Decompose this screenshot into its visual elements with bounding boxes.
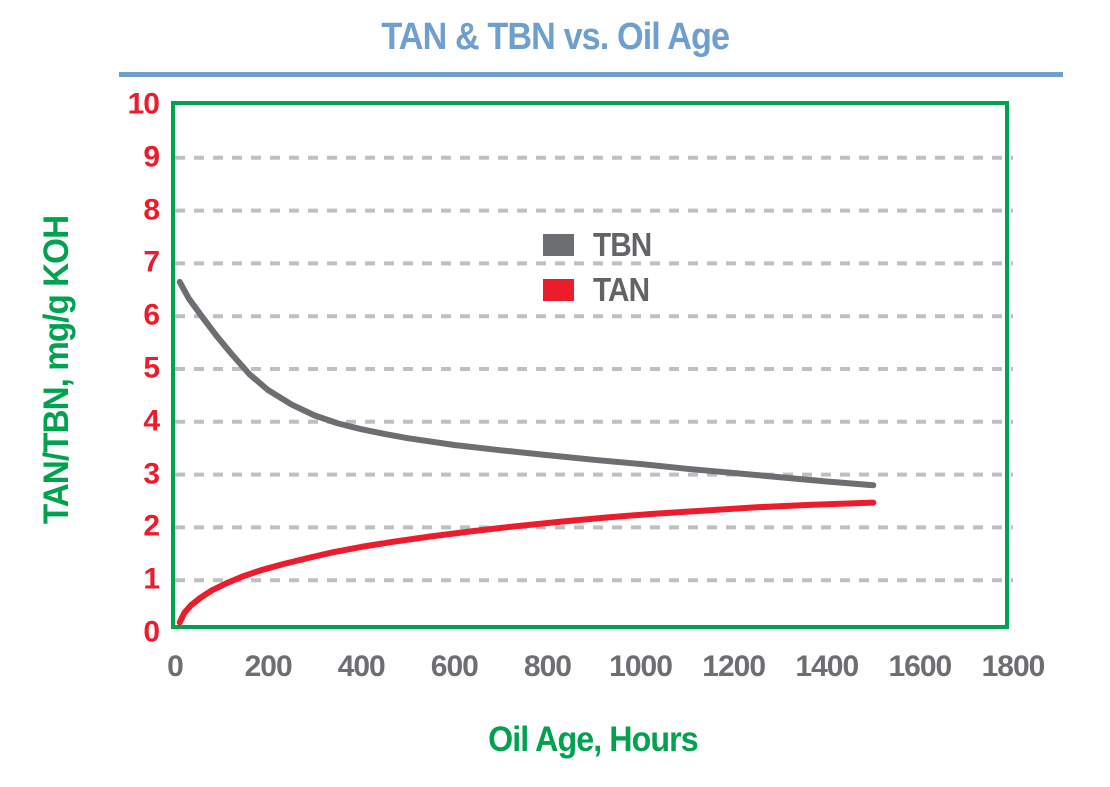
y-tick-label-2: 2 bbox=[143, 509, 160, 543]
y-tick-label-4: 4 bbox=[143, 404, 160, 438]
chart-title: TAN & TBN vs. Oil Age bbox=[0, 16, 1110, 59]
legend-label-tan: TAN bbox=[593, 271, 650, 308]
x-tick-label-200: 200 bbox=[244, 650, 293, 683]
y-tick-label-7: 7 bbox=[143, 245, 160, 279]
x-tick-label-1000: 1000 bbox=[609, 650, 673, 683]
y-tick-label-3: 3 bbox=[143, 456, 160, 490]
chart-title-text: TAN & TBN vs. Oil Age bbox=[381, 16, 730, 58]
legend-item-tan: TAN bbox=[543, 271, 658, 308]
legend-label-tbn: TBN bbox=[593, 226, 652, 263]
series-line-tbn bbox=[176, 278, 877, 489]
y-tick-label-6: 6 bbox=[143, 298, 160, 332]
plot-svg bbox=[175, 155, 1013, 626]
x-tick-label-1800: 1800 bbox=[981, 650, 1046, 683]
x-tick-label-400: 400 bbox=[337, 650, 386, 683]
x-tick-label-1400: 1400 bbox=[795, 650, 859, 683]
legend-item-tbn: TBN bbox=[543, 226, 658, 263]
x-tick-label-1600: 1600 bbox=[888, 650, 953, 683]
y-axis-title: TAN/TBN, mg/g KOH bbox=[37, 215, 76, 525]
y-tick-label-10: 10 bbox=[127, 87, 160, 121]
x-axis-title: Oil Age, Hours bbox=[0, 720, 1110, 760]
x-tick-label-0: 0 bbox=[167, 650, 184, 683]
x-tick-label-600: 600 bbox=[430, 650, 479, 683]
x-tick-label-1200: 1200 bbox=[702, 650, 766, 683]
legend-swatch-tbn bbox=[543, 233, 574, 256]
y-tick-label-9: 9 bbox=[143, 140, 160, 174]
y-tick-label-1: 1 bbox=[143, 562, 160, 596]
plot-area: TBN TAN bbox=[171, 101, 1013, 629]
title-underline-rule bbox=[119, 72, 1063, 77]
x-axis-title-text: Oil Age, Hours bbox=[488, 720, 698, 759]
y-tick-label-5: 5 bbox=[143, 351, 160, 385]
legend: TBN TAN bbox=[543, 226, 658, 319]
legend-swatch-tan bbox=[543, 278, 574, 301]
y-tick-label-8: 8 bbox=[143, 192, 160, 226]
y-tick-label-0: 0 bbox=[143, 615, 160, 649]
x-tick-label-800: 800 bbox=[523, 650, 572, 683]
series-line-tan bbox=[176, 499, 877, 626]
